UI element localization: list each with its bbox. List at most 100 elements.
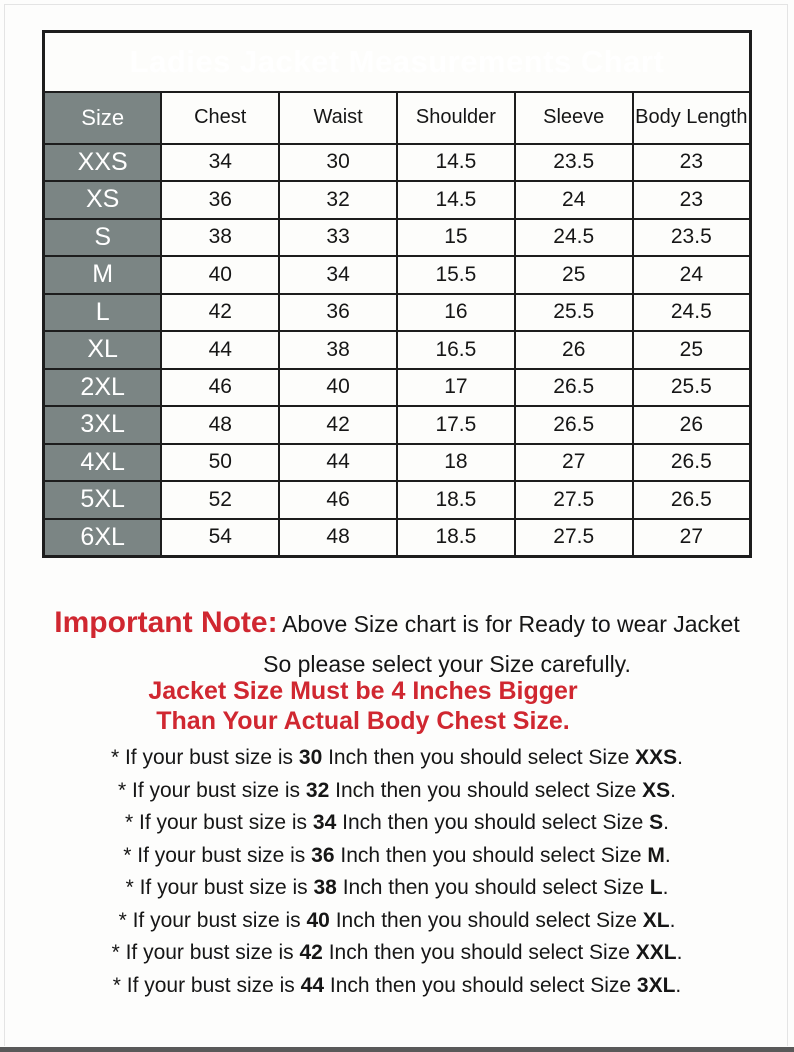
recommended-size-value: S (649, 811, 664, 834)
measurement-cell: 25 (631, 330, 752, 370)
table-head: Ladies Jacket Measurements Chart Size Ch… (42, 30, 752, 145)
size-warning: Jacket Size Must be 4 Inches Bigger Than… (0, 676, 794, 736)
measurement-cell: 24.5 (631, 292, 752, 332)
bust-guide-line: * If your bust size is 44 Inch then you … (112, 973, 682, 997)
measurement-cell: 24 (513, 180, 634, 220)
recommended-size-value: XXS (635, 746, 678, 769)
size-cell: L (42, 292, 163, 332)
table-row: M 40 34 15.5 25 24 (42, 255, 752, 295)
measurement-cell: 34 (160, 142, 281, 182)
bust-guide-line: * If your bust size is 38 Inch then you … (125, 876, 669, 899)
table-row: S 38 33 15 24.5 23.5 (42, 217, 752, 257)
size-cell: 2XL (42, 367, 163, 407)
important-note-label: Important Note: (54, 606, 278, 639)
column-header-size: Size (42, 90, 163, 145)
bust-guide-line: * If your bust size is 32 Inch then you … (117, 778, 677, 802)
measurement-cell: 18.5 (395, 517, 516, 557)
column-header-body-length: Body Length (631, 90, 752, 145)
measurement-cell: 18.5 (395, 480, 516, 520)
measurement-cell: 40 (160, 255, 281, 295)
size-cell: M (42, 255, 163, 295)
measurement-cell: 23 (631, 180, 752, 220)
table-row: XXS 34 30 14.5 23.5 23 (42, 142, 752, 182)
measurement-cell: 26.5 (513, 367, 634, 407)
table-row: XS 36 32 14.5 24 23 (42, 180, 752, 220)
bust-size-value: 32 (305, 778, 330, 802)
recommended-size-value: 3XL (636, 973, 676, 997)
column-header-sleeve: Sleeve (513, 90, 634, 145)
bust-guide-line: * If your bust size is 40 Inch then you … (118, 908, 676, 932)
measurement-cell: 24 (631, 255, 752, 295)
bust-guide-line: * If your bust size is 36 Inch then you … (123, 843, 671, 867)
bust-size-value: 40 (306, 908, 330, 932)
measurement-cell: 32 (278, 180, 398, 220)
measurement-cell: 38 (160, 217, 281, 257)
bust-size-value: 38 (313, 876, 337, 899)
table-row: 5XL 52 46 18.5 27.5 26.5 (42, 480, 752, 520)
size-cell: 6XL (42, 517, 163, 557)
measurement-cell: 42 (278, 405, 398, 445)
size-cell: XS (42, 180, 163, 220)
measurement-cell: 33 (278, 217, 398, 257)
measurement-cell: 44 (160, 330, 281, 370)
recommended-size-value: M (647, 843, 665, 867)
measurement-cell: 26.5 (631, 442, 752, 482)
recommended-size-value: XS (642, 778, 671, 802)
measurement-cell: 17.5 (395, 405, 516, 445)
measurement-cell: 27 (631, 517, 752, 557)
table-row: L 42 36 16 25.5 24.5 (42, 292, 752, 332)
bust-size-value: 30 (298, 746, 323, 769)
measurement-cell: 34 (278, 255, 398, 295)
column-header-row: Size Chest Waist Shoulder Sleeve Body Le… (42, 90, 752, 145)
table-row: 4XL 50 44 18 27 26.5 (42, 442, 752, 482)
measurement-cell: 44 (278, 442, 398, 482)
measurement-cell: 23 (631, 142, 752, 182)
recommended-size-value: XXL (635, 941, 677, 964)
table-row: 6XL 54 48 18.5 27.5 27 (42, 517, 752, 557)
measurement-cell: 23.5 (631, 217, 752, 257)
measurement-cell: 46 (278, 480, 398, 520)
measurement-cell: 14.5 (395, 142, 516, 182)
measurements-table: Ladies Jacket Measurements Chart Size Ch… (42, 30, 752, 558)
size-cell: 4XL (42, 442, 163, 482)
measurement-cell: 38 (278, 330, 398, 370)
important-note-line2: So please select your Size carefully. (263, 651, 631, 677)
measurement-cell: 18 (395, 442, 516, 482)
bust-guide-line: * If your bust size is 30 Inch then you … (110, 746, 684, 769)
measurement-cell: 25.5 (513, 292, 634, 332)
important-note-text: Above Size chart is for Ready to wear Ja… (282, 611, 740, 637)
measurement-cell: 27.5 (513, 517, 634, 557)
measurement-cell: 17 (395, 367, 516, 407)
measurement-cell: 15.5 (395, 255, 516, 295)
important-note-line1: Important Note: Above Size chart is for … (0, 604, 794, 647)
bust-size-value: 34 (312, 811, 337, 834)
size-warning-line2: Than Your Actual Body Chest Size. (156, 707, 570, 735)
measurement-cell: 15 (395, 217, 516, 257)
important-note: Important Note: Above Size chart is for … (0, 604, 794, 681)
measurement-cell: 50 (160, 442, 281, 482)
title-row: Ladies Jacket Measurements Chart (42, 30, 752, 93)
measurement-cell: 52 (160, 480, 281, 520)
column-header-chest: Chest (160, 90, 281, 145)
column-header-shoulder: Shoulder (395, 90, 516, 145)
measurement-cell: 26 (631, 405, 752, 445)
bust-size-value: 44 (300, 973, 325, 997)
table-row: 3XL 48 42 17.5 26.5 26 (42, 405, 752, 445)
size-cell: XL (42, 330, 163, 370)
bust-guide-line: * If your bust size is 42 Inch then you … (111, 941, 683, 964)
bust-size-value: 42 (299, 941, 323, 964)
measurement-cell: 46 (160, 367, 281, 407)
measurement-cell: 27.5 (513, 480, 634, 520)
table-body: XXS 34 30 14.5 23.5 23 XS 36 32 14.5 24 … (42, 142, 752, 557)
size-cell: 5XL (42, 480, 163, 520)
size-cell: XXS (42, 142, 163, 182)
bust-size-value: 36 (311, 843, 335, 867)
measurement-cell: 36 (278, 292, 398, 332)
measurement-cell: 16 (395, 292, 516, 332)
measurement-cell: 36 (160, 180, 281, 220)
recommended-size-value: L (649, 876, 663, 899)
measurement-cell: 25 (513, 255, 634, 295)
table-row: XL 44 38 16.5 26 25 (42, 330, 752, 370)
measurement-cell: 24.5 (513, 217, 634, 257)
